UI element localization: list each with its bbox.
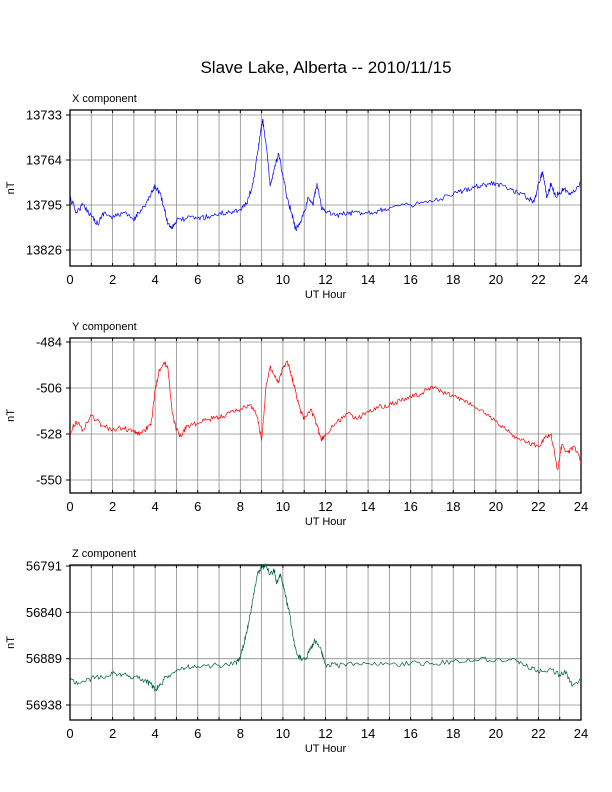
x-tick-label: 2 (109, 726, 116, 741)
x-tick-label: 0 (66, 499, 73, 514)
x-tick-label: 8 (237, 272, 244, 287)
x-axis-label: UT Hour (305, 743, 347, 755)
y-axis-label: nT (5, 181, 17, 194)
x-tick-label: 4 (152, 726, 159, 741)
x-tick-label: 16 (403, 499, 417, 514)
chart-panel-3: 0 2 4 6 8 10 12 14 16 18 20 22 245679156840568895693… (5, 548, 588, 755)
y-tick-label: 13795 (26, 198, 62, 213)
data-series-line (69, 360, 582, 470)
x-tick-label: 14 (361, 726, 375, 741)
page-title: Slave Lake, Alberta -- 2010/11/15 (200, 58, 452, 77)
y-tick-label: 56889 (26, 651, 62, 666)
x-tick-label: 22 (531, 499, 545, 514)
x-tick-label: 20 (489, 499, 503, 514)
x-tick-label: 2 (109, 499, 116, 514)
x-tick-label: 18 (446, 499, 460, 514)
x-tick-label: 22 (531, 272, 545, 287)
x-tick-label: 16 (403, 726, 417, 741)
x-tick-label: 20 (489, 726, 503, 741)
data-series-line (69, 118, 582, 231)
chart-panel-1: 0 2 4 6 8 10 12 14 16 18 20 22 241373313764137951382… (5, 93, 588, 301)
panel-title: Y component (72, 321, 137, 333)
x-tick-label: 6 (194, 272, 201, 287)
x-tick-label: 10 (276, 499, 290, 514)
x-tick-label: 6 (194, 499, 201, 514)
x-tick-label: 12 (318, 726, 332, 741)
panel-title: X component (72, 93, 137, 105)
y-tick-label: -528 (36, 427, 62, 442)
y-tick-label: -506 (36, 381, 62, 396)
y-axis-label: nT (5, 409, 17, 422)
x-tick-label: 0 (66, 726, 73, 741)
y-tick-label: 56840 (26, 605, 62, 620)
x-tick-label: 0 (66, 272, 73, 287)
x-tick-label: 4 (152, 499, 159, 514)
y-axis-label: nT (5, 636, 17, 649)
x-tick-label: 12 (318, 272, 332, 287)
x-tick-label: 8 (237, 726, 244, 741)
y-tick-label: 13826 (26, 243, 62, 258)
y-tick-label: 13764 (26, 153, 62, 168)
x-tick-label: 4 (152, 272, 159, 287)
x-tick-label: 24 (574, 272, 588, 287)
x-tick-label: 20 (489, 272, 503, 287)
x-tick-label: 18 (446, 726, 460, 741)
data-series-line (69, 563, 582, 692)
panel-title: Z component (72, 548, 136, 560)
x-axis-label: UT Hour (305, 289, 347, 301)
y-tick-label: -550 (36, 473, 62, 488)
x-tick-label: 18 (446, 272, 460, 287)
x-tick-label: 14 (361, 272, 375, 287)
y-tick-label: -484 (36, 335, 62, 350)
x-tick-label: 22 (531, 726, 545, 741)
x-tick-label: 12 (318, 499, 332, 514)
x-tick-label: 10 (276, 272, 290, 287)
x-tick-label: 8 (237, 499, 244, 514)
x-tick-label: 24 (574, 726, 588, 741)
x-tick-label: 6 (194, 726, 201, 741)
x-tick-label: 24 (574, 499, 588, 514)
y-tick-label: 56791 (26, 559, 62, 574)
x-axis-label: UT Hour (305, 516, 347, 528)
x-tick-label: 10 (276, 726, 290, 741)
y-tick-label: 13733 (26, 108, 62, 123)
y-tick-label: 56938 (26, 698, 62, 713)
x-tick-label: 14 (361, 499, 375, 514)
x-tick-label: 2 (109, 272, 116, 287)
chart-panel-2: 0 2 4 6 8 10 12 14 16 18 20 22 24-484-506-528-550UT … (5, 321, 588, 528)
x-tick-label: 16 (403, 272, 417, 287)
